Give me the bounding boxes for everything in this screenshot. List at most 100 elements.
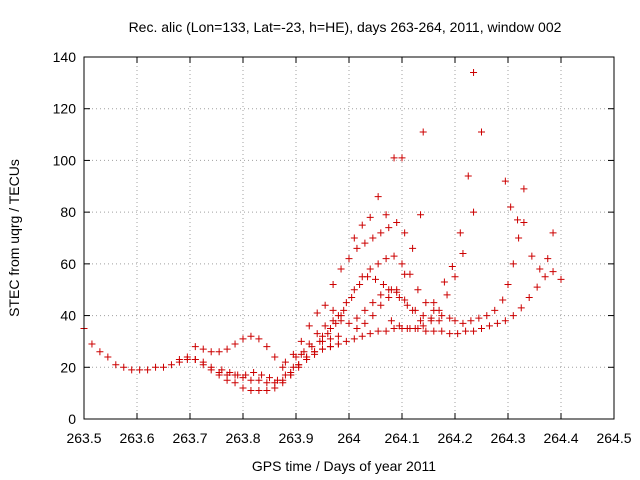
data-point-marker (454, 330, 462, 338)
data-point-marker (372, 275, 379, 283)
data-point-marker (533, 283, 541, 291)
data-point-marker (350, 286, 358, 294)
data-point-marker (390, 252, 398, 260)
data-point-marker (485, 322, 493, 330)
data-point-marker (462, 327, 470, 335)
data-point-marker (279, 363, 287, 371)
data-point-marker (361, 239, 369, 247)
data-point-marker (414, 286, 422, 294)
data-point-marker (514, 216, 522, 224)
y-tick-label: 80 (60, 204, 76, 220)
data-point-marker (273, 376, 281, 384)
data-point-marker (218, 366, 226, 374)
data-point-marker (390, 325, 398, 332)
data-point-marker (451, 273, 459, 281)
x-axis-label: GPS time / Days of year 2011 (252, 458, 436, 474)
data-point-marker (255, 376, 263, 384)
data-point-marker (358, 221, 366, 229)
data-point-marker (353, 325, 361, 332)
data-point-marker (292, 353, 300, 361)
data-point-marker (366, 330, 374, 338)
data-point-marker (520, 185, 528, 193)
data-point-marker (356, 281, 364, 289)
data-point-marker (191, 343, 199, 351)
data-point-marker (419, 128, 427, 136)
data-point-marker (369, 299, 377, 307)
data-point-marker (401, 296, 409, 304)
data-point-marker (345, 319, 353, 327)
data-point-marker (501, 317, 509, 325)
data-point-marker (374, 260, 382, 268)
data-point-marker (316, 337, 324, 345)
x-tick-labels: 263.5 263.6 263.7 263.8 263.9 264 264.1 264.2 26… (66, 430, 631, 446)
data-point-marker (112, 361, 120, 369)
y-tick-label: 140 (53, 49, 77, 65)
data-point-marker (353, 314, 361, 322)
data-point-marker (417, 317, 425, 325)
data-point-marker (234, 371, 242, 379)
x-tick-label: 264 (337, 430, 361, 446)
data-point-marker (401, 229, 409, 237)
data-point-marker (387, 317, 395, 325)
data-point-marker (390, 154, 398, 162)
data-point-marker (263, 387, 271, 395)
data-point-marker (175, 356, 183, 364)
x-tick-label: 264.4 (543, 430, 578, 446)
data-point-marker (88, 340, 96, 348)
data-point-marker (451, 317, 459, 325)
data-point-marker (366, 213, 374, 221)
data-point-marker (342, 337, 350, 345)
data-point-marker (191, 356, 199, 364)
x-tick-label: 263.8 (225, 430, 260, 446)
data-point-marker (231, 379, 239, 387)
data-point-marker (398, 154, 406, 162)
x-tick-label: 263.9 (278, 430, 313, 446)
data-point-marker (517, 304, 525, 312)
data-point-marker (324, 330, 332, 338)
data-point-marker (374, 193, 382, 201)
y-tick-label: 40 (60, 308, 76, 324)
data-point-marker (199, 345, 207, 353)
data-point-marker (266, 374, 273, 382)
data-point-marker (395, 293, 403, 301)
data-point-marker (440, 278, 448, 286)
data-point-marker (207, 348, 215, 356)
data-point-marker (478, 325, 485, 332)
data-point-marker (239, 335, 247, 343)
data-point-marker (403, 325, 411, 332)
data-point-marker (321, 322, 329, 330)
data-point-marker (435, 306, 443, 314)
data-point-marker (509, 312, 517, 320)
data-point-marker (509, 260, 517, 268)
data-point-marker (348, 293, 356, 301)
data-point-marker (226, 368, 234, 376)
data-point-marker (340, 306, 348, 314)
data-point-marker (507, 203, 515, 211)
data-point-marker (549, 268, 557, 276)
data-point-marker (369, 312, 377, 320)
data-point-marker (377, 291, 385, 299)
x-tick-label: 264.5 (596, 430, 631, 446)
data-point-marker (281, 358, 289, 366)
y-axis-label: STEC from uqrg / TECUs (6, 159, 22, 317)
data-point-marker (422, 299, 430, 307)
x-tick-label: 263.7 (172, 430, 207, 446)
data-point-marker (199, 361, 207, 369)
data-point-marker (271, 353, 279, 361)
data-point-marker (448, 262, 456, 270)
data-point-marker (411, 325, 419, 332)
y-tick-labels: 0 20 40 60 80 100 120 140 (53, 49, 77, 427)
plot-frame (83, 56, 615, 420)
data-point-marker (382, 211, 390, 219)
data-point-marker (515, 234, 523, 242)
x-tick-label: 263.6 (119, 430, 154, 446)
data-point-marker (207, 366, 215, 374)
data-points (80, 69, 565, 395)
data-point-marker (144, 366, 152, 374)
data-point-marker (541, 273, 549, 281)
data-point-marker (239, 384, 247, 392)
data-point-marker (501, 177, 509, 185)
data-point-marker (263, 343, 271, 351)
data-point-marker (504, 281, 512, 289)
data-point-marker (353, 244, 361, 252)
